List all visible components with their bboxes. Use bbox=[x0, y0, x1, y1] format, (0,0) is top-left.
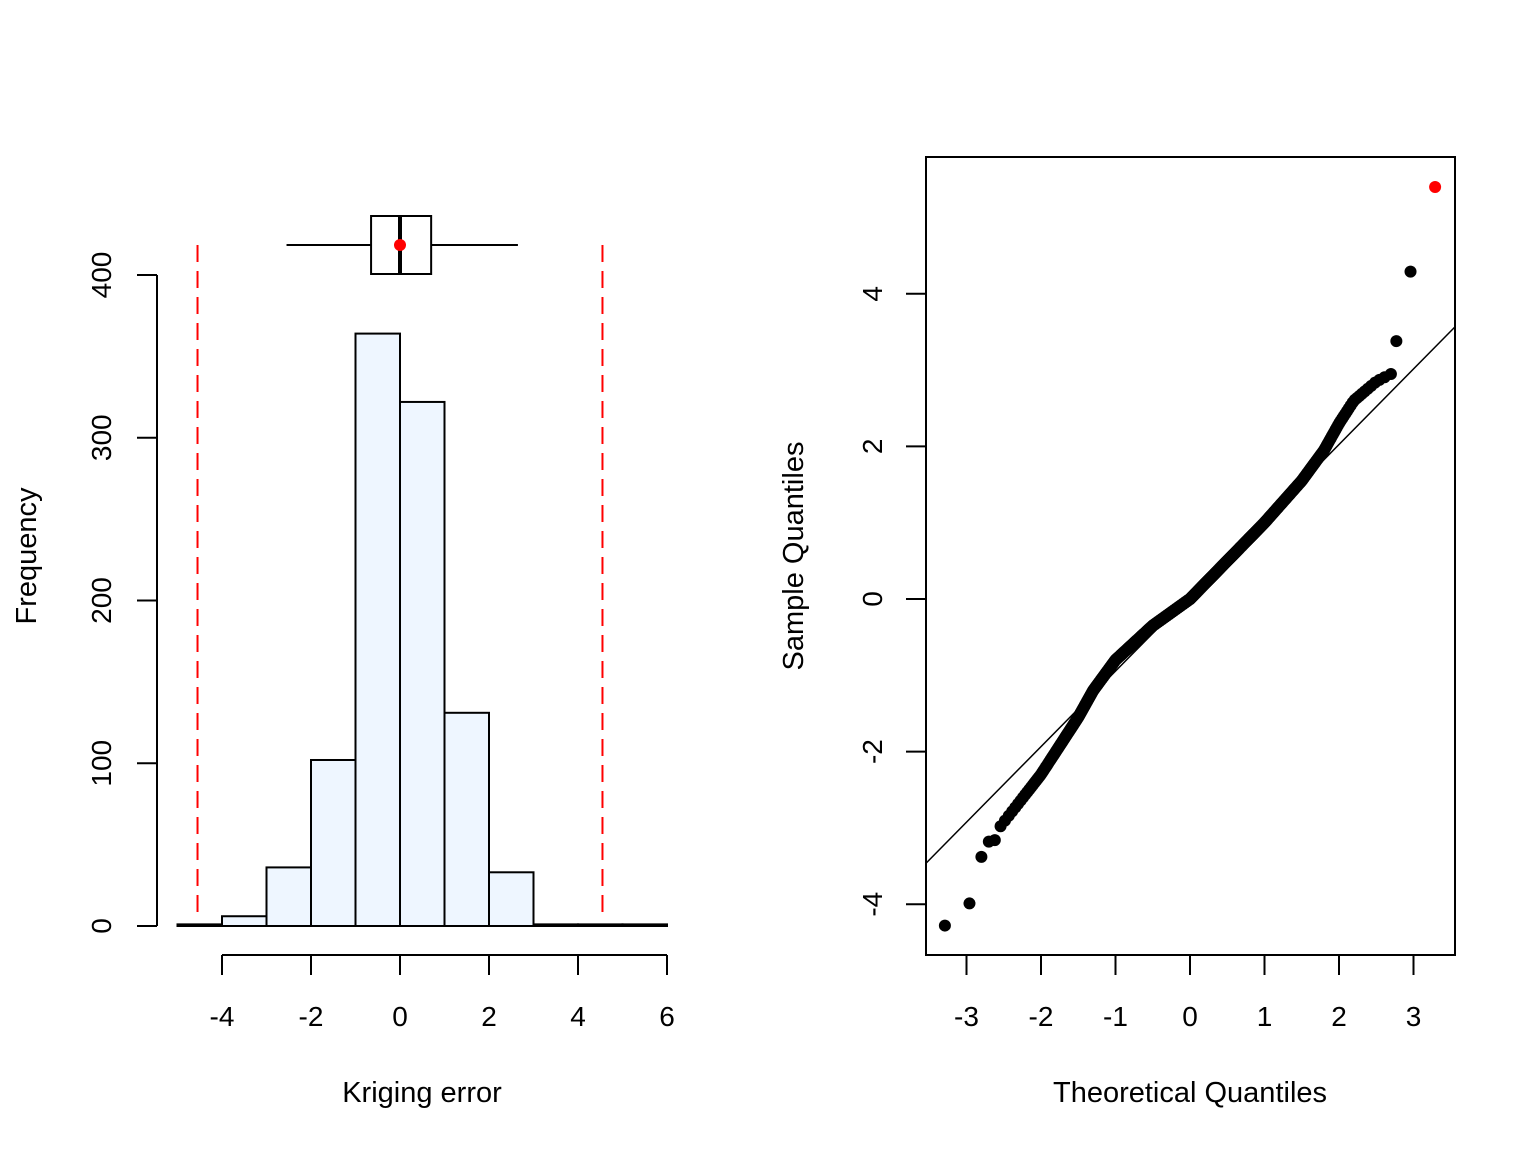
qq-y-tick-label: -2 bbox=[857, 739, 888, 764]
histogram-bar-3 bbox=[310, 758, 357, 927]
qq-y-axis-title: Sample Quantiles bbox=[778, 442, 810, 671]
boxplot-mean-marker bbox=[394, 239, 406, 251]
qq-x-axis: -3 -2 -1 0 1 2 3 bbox=[954, 955, 1421, 1032]
qq-x-tick-label: -1 bbox=[1103, 1001, 1128, 1032]
histogram-bar-8 bbox=[532, 923, 579, 927]
histogram-y-axis: 0 100 200 300 400 bbox=[86, 252, 158, 934]
qq-x-tick-label: 1 bbox=[1257, 1001, 1273, 1032]
histogram-y-tick-label: 200 bbox=[86, 577, 117, 624]
qq-x-tick-label: -2 bbox=[1029, 1001, 1054, 1032]
histogram-bar-2 bbox=[265, 866, 312, 927]
qq-y-tick-label: 0 bbox=[857, 591, 888, 607]
histogram-x-tick-label: 0 bbox=[392, 1001, 408, 1032]
histogram-reference-lines bbox=[196, 245, 604, 912]
qq-x-tick-label: 2 bbox=[1331, 1001, 1347, 1032]
qq-point-tail bbox=[1404, 265, 1417, 278]
qq-points bbox=[938, 180, 1442, 932]
histogram-bar-9 bbox=[577, 923, 624, 927]
qq-point-tail bbox=[1390, 335, 1403, 348]
qq-x-axis-title: Theoretical Quantiles bbox=[1053, 1077, 1327, 1109]
qq-x-tick-label: 0 bbox=[1182, 1001, 1198, 1032]
histogram-x-axis-title: Kriging error bbox=[342, 1077, 502, 1109]
histogram-x-tick-label: 4 bbox=[570, 1001, 586, 1032]
histogram-x-tick-label: -2 bbox=[299, 1001, 324, 1032]
qq-point-tail bbox=[988, 834, 1001, 847]
histogram-y-tick-label: 400 bbox=[86, 252, 117, 299]
histogram-x-axis: -4 -2 0 2 4 6 bbox=[210, 954, 675, 1032]
qq-x-tick-label: -3 bbox=[954, 1001, 979, 1032]
qq-y-tick-label: 4 bbox=[857, 286, 888, 302]
qq-point bbox=[1384, 368, 1397, 381]
histogram-x-tick-label: -4 bbox=[210, 1001, 235, 1032]
histogram-y-tick-label: 0 bbox=[86, 918, 117, 934]
histogram-bar-5 bbox=[399, 400, 446, 927]
qq-y-axis: -4 -2 0 2 4 bbox=[857, 286, 926, 917]
histogram-boxplot bbox=[286, 215, 518, 275]
histogram-bar-0 bbox=[176, 923, 223, 927]
histogram-bar-4 bbox=[354, 332, 401, 927]
qq-x-tick-label: 3 bbox=[1406, 1001, 1422, 1032]
qq-point-highlight bbox=[1429, 180, 1442, 193]
qq-plot-frame bbox=[925, 156, 1456, 956]
qq-point-tail bbox=[975, 850, 988, 863]
histogram-bar-6 bbox=[443, 711, 490, 927]
histogram-x-tick-label: 2 bbox=[481, 1001, 497, 1032]
histogram-y-tick-label: 300 bbox=[86, 414, 117, 461]
qq-y-tick-label: 2 bbox=[857, 439, 888, 455]
qq-y-tick-label: -4 bbox=[857, 892, 888, 917]
histogram-x-tick-label: 6 bbox=[659, 1001, 675, 1032]
histogram-bar-7 bbox=[488, 871, 535, 927]
histogram-bar-10 bbox=[621, 923, 668, 927]
qq-plot-panel: -4 -2 0 2 4 -3 -2 -1 0 1 2 3 Theoretical Quantiles… bbox=[778, 156, 1456, 1109]
histogram-bar-1 bbox=[221, 915, 268, 927]
histogram-bars bbox=[176, 332, 668, 927]
qq-point-tail bbox=[938, 919, 951, 932]
histogram-panel: 0 100 200 300 400 -4 -2 0 2 4 6 Kriging error Fre… bbox=[11, 215, 675, 1109]
histogram-y-tick-label: 100 bbox=[86, 740, 117, 787]
histogram-y-axis-title: Frequency bbox=[11, 487, 43, 625]
qq-point-tail bbox=[963, 897, 976, 910]
